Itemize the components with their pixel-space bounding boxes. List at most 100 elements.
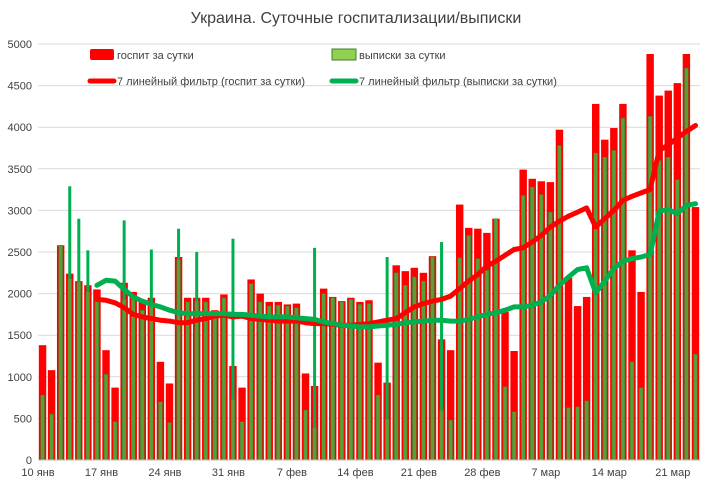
bar-discharged [67, 278, 72, 461]
y-tick-label: 3500 [8, 164, 32, 176]
y-tick-label: 4000 [8, 122, 32, 134]
bar-discharged [394, 272, 399, 461]
axes: 0 500 1000 1500 2000 2500 3000 3500 4000 4500 5000… [8, 39, 700, 479]
y-tick-label: 3000 [8, 205, 32, 217]
bar-discharged [638, 387, 644, 461]
x-tick-label: 7 мар [531, 467, 560, 479]
line-discharged-ma [94, 201, 698, 330]
x-tick-label: 24 янв [148, 467, 181, 479]
discharge-peak-mark [149, 249, 153, 307]
bar-discharged [49, 413, 54, 461]
x-tick-label: 21 мар [655, 467, 690, 479]
bar-hospitalized [510, 351, 518, 460]
bar-hospitalized [637, 291, 645, 460]
bar-discharged [40, 394, 45, 461]
y-tick-label: 5000 [8, 39, 32, 51]
bar-discharged [94, 297, 100, 461]
legend: госпит за сутки выписки за сутки 7 линейны… [87, 48, 557, 88]
x-tick-label: 14 фев [337, 467, 373, 479]
legend-swatch [331, 48, 357, 61]
bar-discharged [167, 422, 172, 461]
y-tick-label: 2500 [8, 247, 32, 259]
bar-discharged [121, 299, 127, 461]
legend-label: госпит за сутки [117, 50, 194, 62]
bar-discharged [321, 293, 326, 461]
discharge-peak-mark [177, 228, 181, 260]
x-tick-label: 21 фев [401, 467, 437, 479]
bar-discharged [303, 409, 308, 461]
bar-hospitalized [501, 311, 509, 460]
bar-discharged [149, 305, 154, 461]
bar-discharged [239, 421, 245, 461]
discharge-peak-mark [385, 256, 389, 420]
discharge-peak-mark [195, 252, 199, 302]
bar-discharged [548, 211, 553, 461]
bar-discharged [384, 418, 390, 461]
bar-discharged [258, 301, 263, 461]
bar-discharged [502, 386, 508, 461]
bar-discharged [684, 67, 689, 461]
bar-hospitalized [582, 296, 591, 460]
bar-discharged [267, 305, 272, 461]
x-tick-label: 10 янв [21, 467, 54, 479]
bar-discharged [294, 307, 299, 461]
legend-label: выписки за сутки [359, 50, 446, 62]
discharge-peak-mark [122, 220, 126, 300]
bar-discharged [103, 374, 109, 461]
bar-discharged [647, 116, 653, 461]
bar-discharged [493, 218, 499, 461]
bars [38, 53, 700, 461]
bar-discharged [602, 156, 607, 461]
y-tick-label: 1000 [8, 372, 32, 384]
bar-discharged [521, 195, 526, 461]
bar-discharged [484, 270, 490, 461]
bar-discharged [593, 152, 598, 461]
legend-hospitalized-ma: 7 линейный фильтр (госпит за сутки) [87, 76, 305, 88]
bar-discharged [248, 283, 254, 461]
legend-discharged: выписки за сутки [331, 48, 446, 62]
bar-discharged [475, 258, 480, 461]
bar-discharged [511, 411, 517, 461]
bar-discharged [439, 409, 444, 461]
discharge-peak-mark [313, 247, 317, 428]
bar-discharged [176, 259, 181, 461]
x-tick-label: 31 янв [212, 467, 245, 479]
bar-discharged [194, 300, 199, 461]
bar-discharged [375, 394, 381, 461]
bar-discharged [611, 150, 617, 461]
y-tick-label: 2000 [8, 289, 32, 301]
legend-swatch [90, 49, 114, 60]
legend-label: 7 линейный фильтр (выписки за сутки) [359, 76, 557, 88]
bar-discharged [285, 305, 290, 461]
y-tick-label: 0 [26, 455, 32, 467]
bar-discharged [421, 280, 426, 461]
x-tick-label: 28 фев [464, 467, 500, 479]
bar-hospitalized [564, 277, 573, 460]
x-tick-label: 7 фев [277, 467, 307, 479]
bar-discharged [557, 145, 562, 461]
bar-discharged [230, 399, 236, 461]
bar-discharged [140, 309, 145, 461]
bar-discharged [566, 407, 571, 461]
legend-hospitalized: госпит за сутки [90, 49, 194, 62]
x-tick-label: 17 янв [85, 467, 118, 479]
lines [94, 123, 698, 330]
bar-discharged [693, 354, 698, 461]
bar-hospitalized [165, 383, 174, 460]
bar-discharged [212, 311, 217, 461]
bar-hospitalized [446, 350, 455, 460]
bar-discharged [466, 235, 471, 461]
bar-discharged [312, 427, 317, 461]
y-tick-label: 1500 [8, 330, 32, 342]
bar-discharged [85, 291, 91, 461]
discharge-peak-mark [86, 250, 90, 292]
x-tick-label: 14 мар [592, 467, 627, 479]
bar-discharged [76, 281, 81, 461]
bar-discharged [675, 179, 680, 461]
bar-discharged [530, 186, 535, 461]
bar-discharged [158, 401, 163, 461]
discharge-peak-mark [77, 218, 81, 282]
bar-discharged [58, 245, 63, 461]
